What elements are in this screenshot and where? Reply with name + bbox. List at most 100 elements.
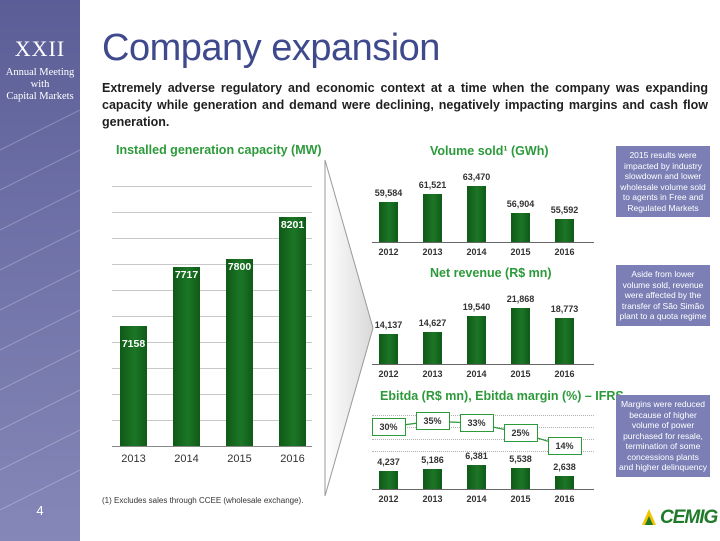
ebitda-value-label: 5,538	[509, 453, 532, 464]
capacity-bar	[120, 325, 147, 446]
capacity-bar	[226, 258, 253, 446]
ebitda-margin-label: 35%	[415, 412, 450, 430]
capacity-value-label: 8201	[280, 219, 305, 232]
volume-value-label: 59,584	[374, 188, 403, 199]
revenue-value-label: 19,540	[462, 301, 491, 312]
revenue-bar	[379, 333, 398, 364]
ebitda-chart: 4,237 2012 5,186 2013 6,381 2014 5,538 2015 2,63…	[371, 405, 604, 505]
volume-bar	[467, 186, 486, 242]
ebitda-bar	[379, 471, 398, 489]
ebitda-gridline	[372, 451, 594, 452]
ebitda-bar	[467, 465, 486, 489]
capacity-value-label: 7717	[174, 269, 199, 282]
caption-line: with	[30, 79, 50, 90]
capacity-axis	[112, 446, 312, 447]
volume-bar	[423, 194, 442, 242]
volume-value-label: 55,592	[550, 204, 579, 215]
gridline	[112, 394, 312, 395]
revenue-value-label: 21,868	[506, 294, 535, 305]
gridline	[112, 212, 312, 213]
ebitda-value-label: 6,381	[465, 451, 488, 462]
gridline	[112, 420, 312, 421]
volume-category-label: 2013	[422, 247, 443, 257]
ebitda-margin-label: 30%	[371, 418, 406, 436]
revenue-value-label: 18,773	[550, 304, 579, 315]
volume-category-label: 2016	[554, 247, 575, 257]
capacity-category-label: 2013	[121, 453, 146, 465]
ebitda-category-label: 2015	[510, 494, 531, 504]
gridline	[112, 342, 312, 343]
revenue-axis	[372, 364, 594, 365]
slide-subtitle: Extremely adverse regulatory and economi…	[102, 81, 708, 129]
ebitda-category-label: 2012	[378, 494, 399, 504]
left-band: XXII Annual Meeting with Capital Markets…	[0, 0, 80, 541]
slide-title: Company expansion	[102, 27, 440, 69]
revenue-value-label: 14,137	[374, 319, 403, 330]
ebitda-margin-label: 25%	[503, 424, 538, 442]
volume-chart: 59,584 2012 61,521 2013 63,470 2014 56,904 2015…	[372, 160, 604, 260]
revenue-bar	[467, 315, 486, 364]
ebitda-value-label: 2,638	[553, 461, 576, 472]
ebitda-axis	[372, 489, 594, 490]
capacity-category-label: 2014	[174, 453, 199, 465]
ebitda-margin-label: 33%	[459, 414, 494, 433]
revenue-category-label: 2016	[554, 369, 575, 379]
note-volume: 2015 results were impacted by industry s…	[616, 146, 710, 217]
revenue-value-label: 14,627	[418, 318, 447, 329]
volume-category-label: 2014	[466, 247, 487, 257]
ebitda-bar	[555, 475, 574, 489]
capacity-category-label: 2015	[227, 453, 252, 465]
caption-line: Annual Meeting	[5, 67, 75, 78]
cemig-logo-text: CEMIG	[660, 507, 718, 528]
ebitda-gridline	[372, 439, 594, 440]
revenue-bar	[511, 308, 530, 364]
ebitda-category-label: 2014	[466, 494, 487, 504]
volume-axis	[372, 242, 594, 243]
capacity-chart: 7158 2013 7717 2014 7800 2015 8201 2016	[100, 160, 320, 485]
ebitda-margin-label: 14%	[547, 437, 582, 456]
revenue-category-label: 2013	[422, 369, 443, 379]
gridline	[112, 368, 312, 369]
page-number: 4	[36, 503, 44, 518]
revenue-chart-title: Net revenue (R$ mn)	[430, 266, 552, 280]
volume-category-label: 2015	[510, 247, 531, 257]
ebitda-bar	[423, 468, 442, 489]
revenue-category-label: 2015	[510, 369, 531, 379]
footnote: (1) Excludes sales through CCEE (wholesa…	[102, 496, 304, 505]
capacity-chart-title: Installed generation capacity (MW)	[116, 143, 322, 157]
note-revenue: Aside from lower volume sold, revenue we…	[616, 265, 710, 326]
volume-category-label: 2012	[378, 247, 399, 257]
capacity-bar	[173, 267, 200, 446]
gridline	[112, 186, 312, 187]
caption-line: Capital Markets	[6, 91, 74, 102]
gridline	[112, 290, 312, 291]
capacity-category-label: 2016	[280, 453, 305, 465]
revenue-category-label: 2014	[466, 369, 487, 379]
volume-value-label: 63,470	[462, 172, 491, 183]
ebitda-category-label: 2016	[554, 494, 575, 504]
volume-bar	[379, 202, 398, 242]
ebitda-chart-title: Ebitda (R$ mn), Ebitda margin (%) – IFRS	[380, 389, 624, 403]
revenue-category-label: 2012	[378, 369, 399, 379]
capacity-bar	[279, 217, 306, 446]
ebitda-bar	[511, 467, 530, 489]
volume-bar	[555, 218, 574, 242]
revenue-bar	[555, 318, 574, 364]
gridline	[112, 264, 312, 265]
revenue-bar	[423, 332, 442, 364]
revenue-chart: 14,137 2012 14,627 2013 19,540 2014 21,868 2015…	[372, 282, 604, 382]
capacity-value-label: 7158	[121, 337, 146, 350]
ebitda-value-label: 5,186	[421, 454, 444, 465]
note-ebitda: Margins were reduced because of higher v…	[616, 395, 710, 477]
gridline	[112, 238, 312, 239]
meeting-caption: Annual Meeting with Capital Markets	[0, 67, 80, 103]
ebitda-category-label: 2013	[422, 494, 443, 504]
volume-value-label: 61,521	[418, 180, 447, 191]
ebitda-value-label: 4,237	[377, 457, 400, 468]
capacity-value-label: 7800	[227, 260, 252, 273]
volume-value-label: 56,904	[506, 199, 535, 210]
gridline	[112, 316, 312, 317]
volume-chart-title: Volume sold¹ (GWh)	[430, 144, 549, 158]
band-hatch-pattern	[0, 110, 80, 510]
